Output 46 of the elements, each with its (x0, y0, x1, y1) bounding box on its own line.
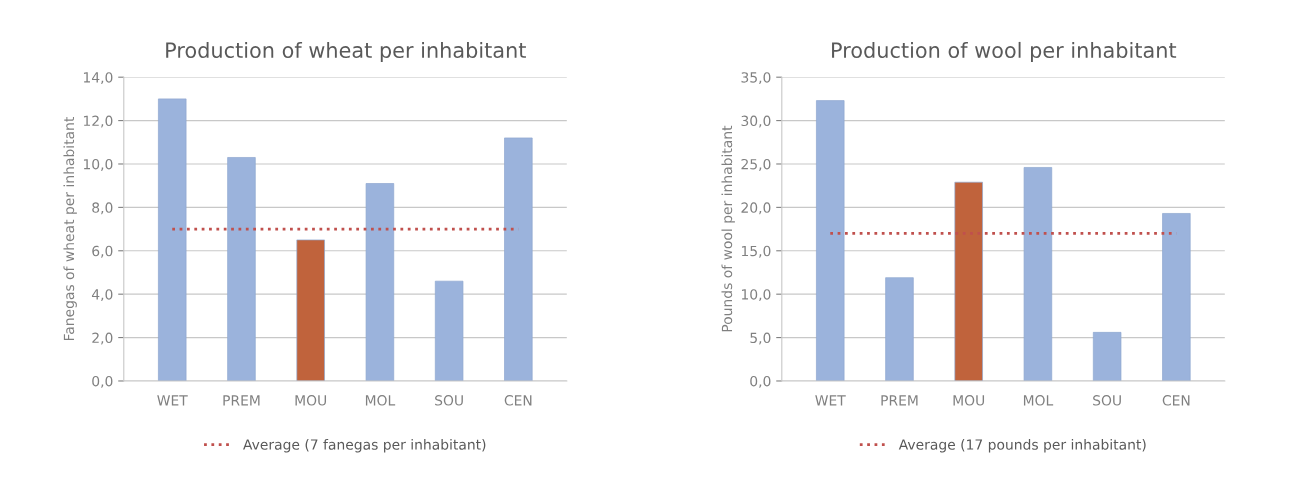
y-tick-label: 20,0 (741, 202, 771, 215)
bar (954, 181, 983, 381)
bar (296, 239, 325, 381)
y-tick-label: 15,0 (741, 245, 771, 258)
x-tick-label: MOL (365, 395, 396, 406)
bar (1162, 213, 1191, 381)
y-tick-label: 0,0 (92, 375, 113, 388)
chart-title: Production of wheat per inhabitant (166, 41, 526, 63)
y-tick-label: 6,0 (92, 245, 113, 258)
y-tick-label: 0,0 (750, 375, 771, 388)
x-tick-label: SOU (1093, 395, 1121, 406)
x-tick-label: CEN (1162, 395, 1190, 406)
x-tick-label: CEN (504, 395, 532, 406)
x-tick-label: MOU (295, 395, 327, 406)
bar (504, 137, 533, 381)
y-tick-label: 10,0 (83, 158, 113, 171)
x-tick-label: PREM (881, 395, 918, 406)
x-tick-label: MOU (953, 395, 985, 406)
y-tick-label: 4,0 (91, 289, 113, 302)
x-tick-label: MOL (1023, 395, 1054, 406)
chart-title: Production of wool per inhabitant (832, 41, 1177, 63)
y-tick-label: 14,0 (83, 72, 113, 85)
bar (365, 183, 395, 381)
y-tick-label: 25,0 (741, 158, 771, 171)
bar (158, 98, 187, 381)
bar (1023, 167, 1053, 381)
x-tick-label: SOU (435, 395, 463, 406)
x-tick-label: WET (815, 395, 846, 406)
bar (816, 100, 845, 381)
y-tick-label: 2,0 (92, 332, 113, 345)
x-tick-label: WET (157, 395, 188, 406)
bar (1092, 332, 1122, 381)
y-tick-label: 30,0 (741, 115, 771, 128)
bar (885, 277, 914, 381)
legend-label: Average (17 pounds per inhabitant) (898, 439, 1146, 453)
bar (227, 157, 256, 381)
bar (434, 280, 464, 381)
y-tick-label: 8,0 (92, 202, 113, 215)
y-tick-label: 5,0 (750, 332, 771, 345)
legend-label: Average (7 fanegas per inhabitant) (243, 439, 486, 453)
x-tick-label: PREM (223, 395, 260, 406)
y-axis-title: Fanegas of wheat per inhabitant (63, 117, 77, 341)
y-tick-label: 35,0 (741, 72, 771, 85)
y-tick-label: 12,0 (83, 115, 113, 128)
y-tick-label: 10,0 (741, 289, 771, 302)
y-axis-title: Pounds of wool per inhabitant (721, 125, 735, 332)
